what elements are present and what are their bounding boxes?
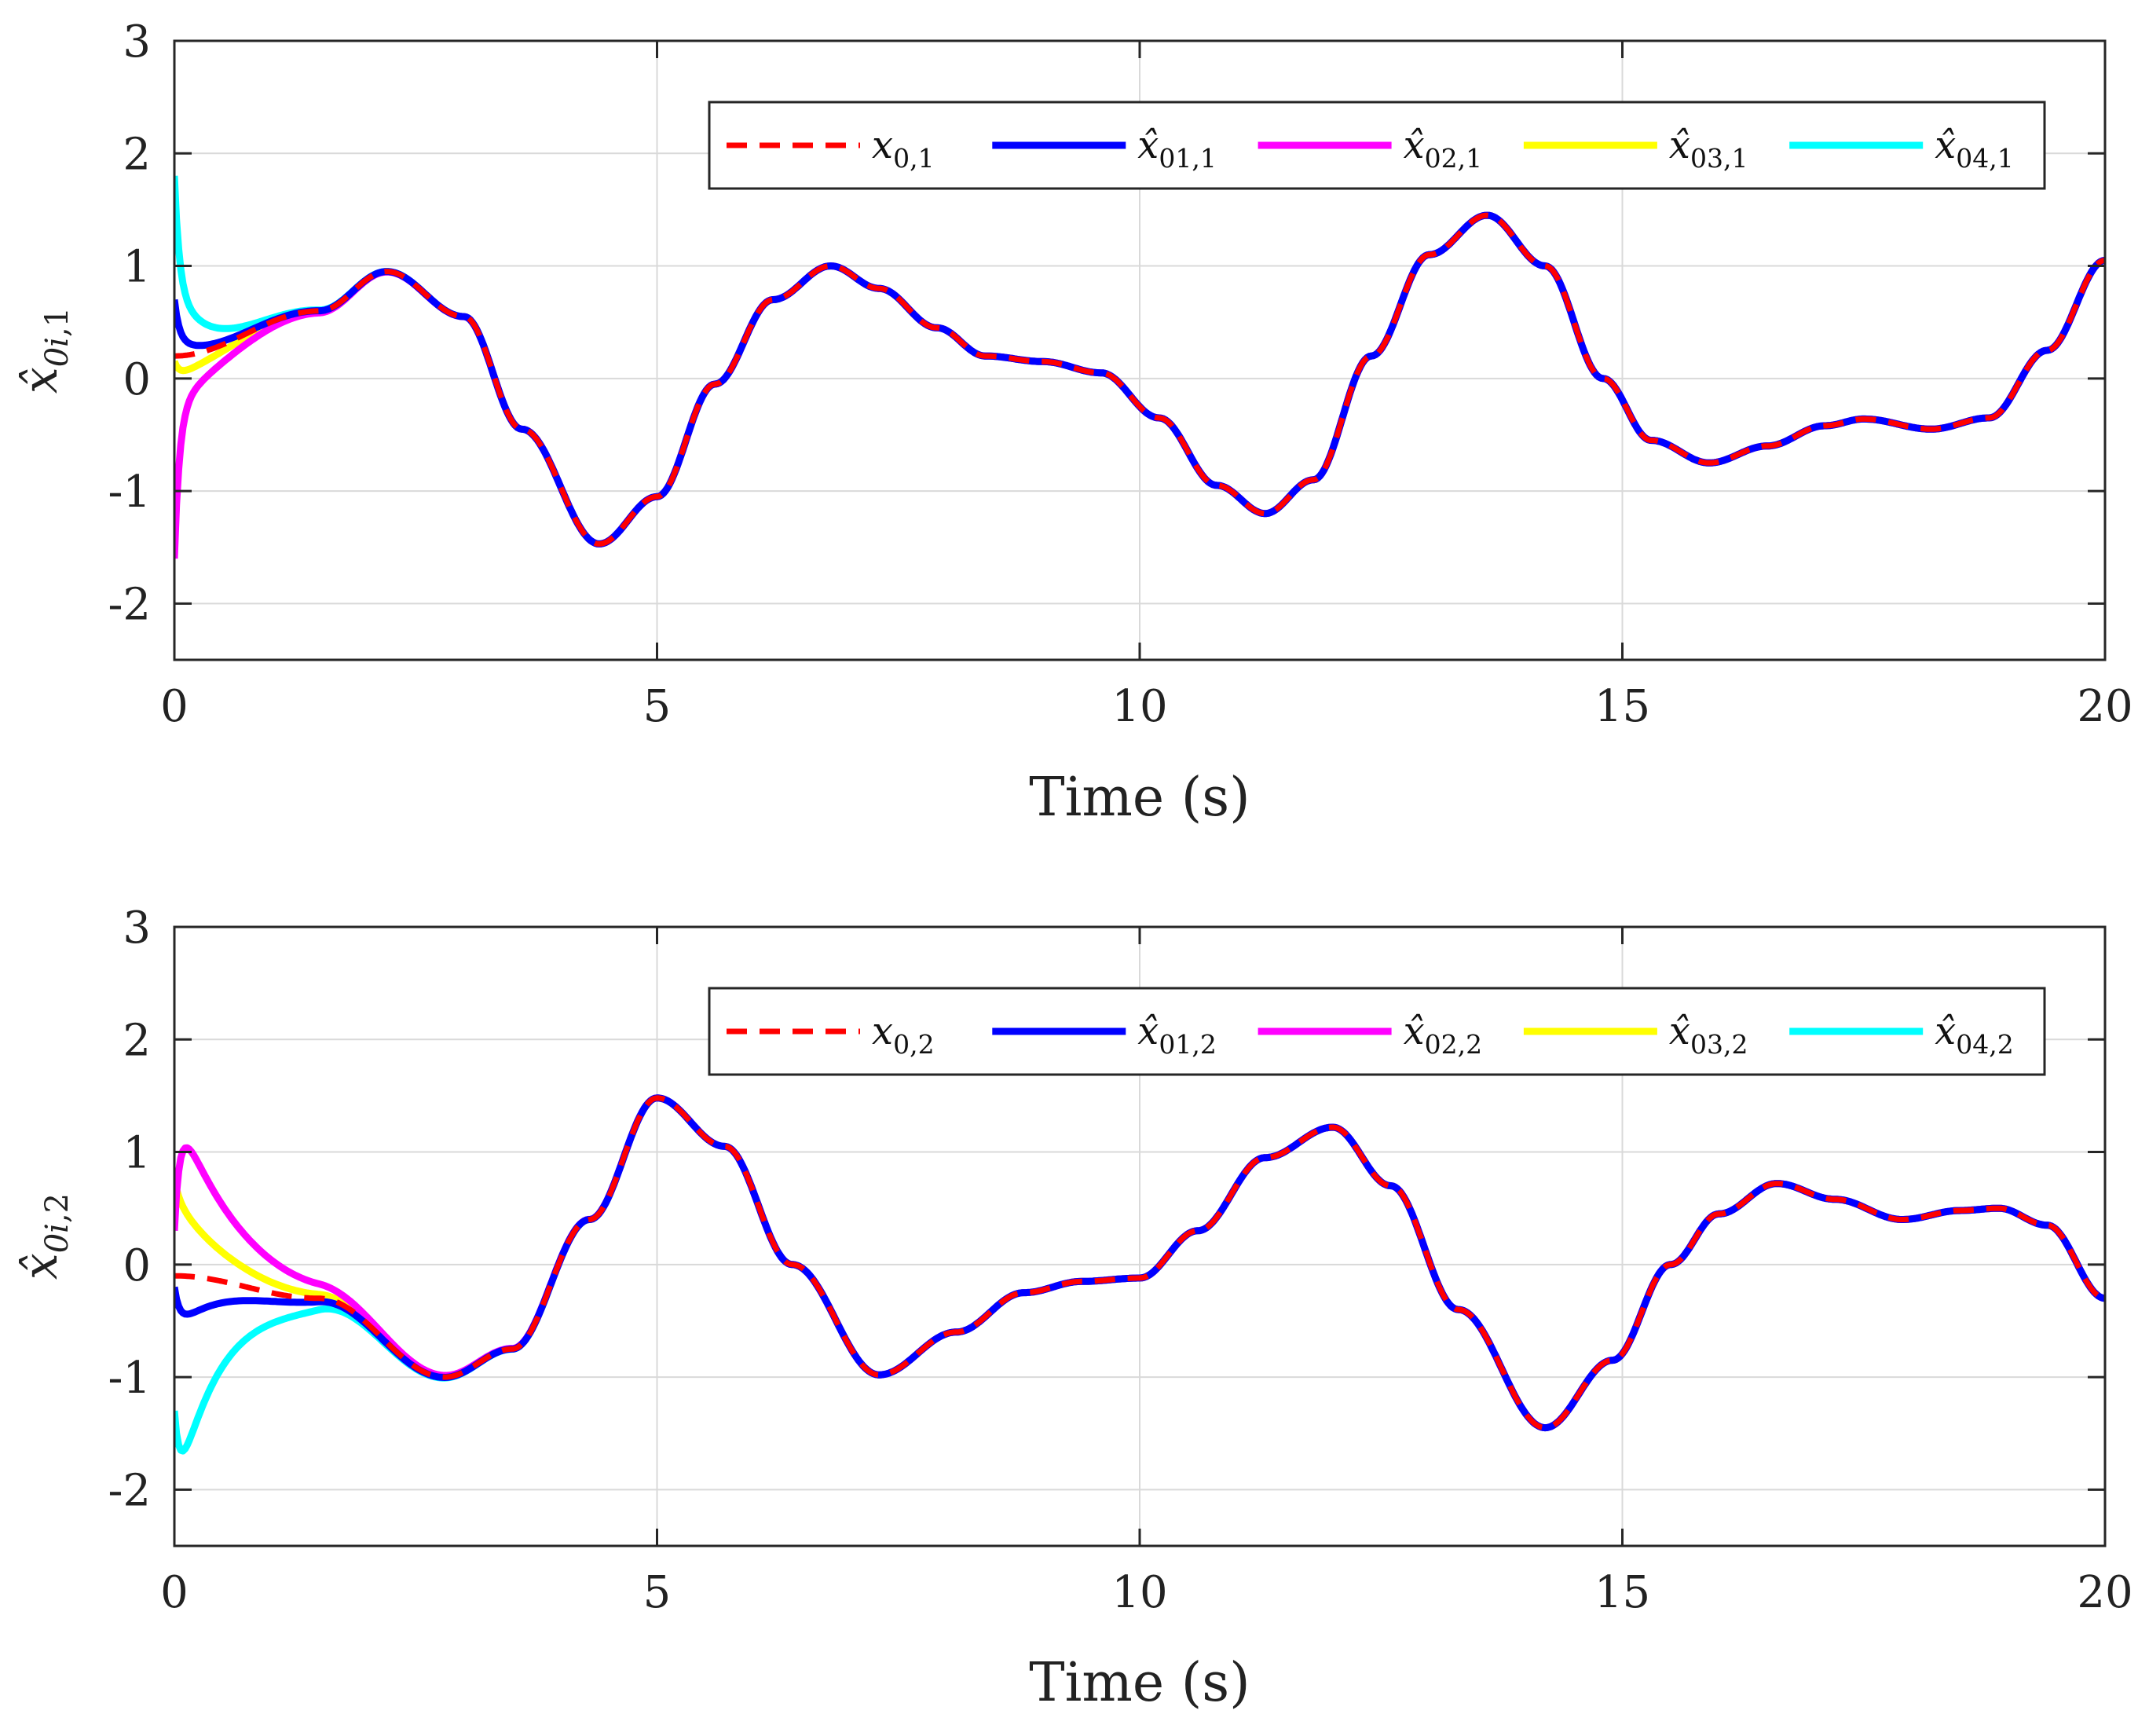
y-tick-label: 2	[123, 129, 151, 180]
y-tick-label: 0	[123, 354, 151, 405]
legend-label: x0,1	[872, 123, 935, 174]
y-axis-label: x̂0i,2	[13, 1193, 75, 1280]
y-tick-label: 0	[123, 1240, 151, 1291]
series-group	[174, 1094, 2105, 1455]
legend: x0,2 x̂01,2 x̂02,2 x̂03,2 x̂04,2	[708, 987, 2046, 1076]
x-tick-label: 15	[1594, 1567, 1650, 1618]
x-tick-label: 0	[160, 1567, 189, 1618]
x-tick-label: 10	[1111, 681, 1167, 732]
y-tick-label: 1	[123, 242, 151, 293]
x-tick-label: 5	[643, 681, 672, 732]
x-tick-label: 20	[2077, 681, 2133, 732]
legend-label: x0,2	[872, 1009, 935, 1060]
y-axis-label: x̂0i,1	[13, 307, 75, 394]
x-axis-label: Time (s)	[1029, 1652, 1250, 1714]
y-tick-label: 3	[123, 16, 151, 68]
legend-label: x̂02,1	[1404, 123, 1483, 174]
legend-label: x̂01,1	[1137, 123, 1217, 174]
x-tick-label: 5	[643, 1567, 672, 1618]
series-group	[174, 175, 2105, 559]
series-line-0-2	[174, 1095, 2105, 1431]
bottom-subplot: 0 5 10 15 20 -2 -1 0 1 2 3 Time (s) x̂0i,2 x0,2 x̂01,2…	[13, 903, 2133, 1714]
y-tick-label: 1	[123, 1128, 151, 1179]
x-tick-label: 10	[1111, 1567, 1167, 1618]
legend-label: x̂04,1	[1935, 123, 2014, 174]
legend-label: x̂03,1	[1669, 123, 1748, 174]
x-tick-label: 20	[2077, 1567, 2133, 1618]
x-tick-label: 15	[1594, 681, 1650, 732]
y-tick-label: -2	[108, 579, 151, 630]
y-tick-label: -1	[108, 467, 151, 518]
series-line-0-1	[174, 212, 2105, 547]
x-tick-label: 0	[160, 681, 189, 732]
top-subplot: 0 5 10 15 20 -2 -1 0 1 2 3 Time (s) x̂0i,1 x0,1 x̂01,1…	[13, 16, 2133, 829]
y-tick-label: 3	[123, 903, 151, 954]
legend-label: x̂04,2	[1935, 1009, 2014, 1060]
x-axis-label: Time (s)	[1029, 767, 1250, 829]
legend-label: x̂03,2	[1669, 1009, 1748, 1060]
y-tick-label: -2	[108, 1465, 151, 1516]
y-tick-label: 2	[123, 1015, 151, 1066]
legend: x0,1 x̂01,1 x̂02,1 x̂03,1 x̂04,1	[708, 101, 2046, 190]
legend-label: x̂02,2	[1404, 1009, 1483, 1060]
legend-label: x̂01,2	[1137, 1009, 1217, 1060]
y-tick-label: -1	[108, 1353, 151, 1404]
